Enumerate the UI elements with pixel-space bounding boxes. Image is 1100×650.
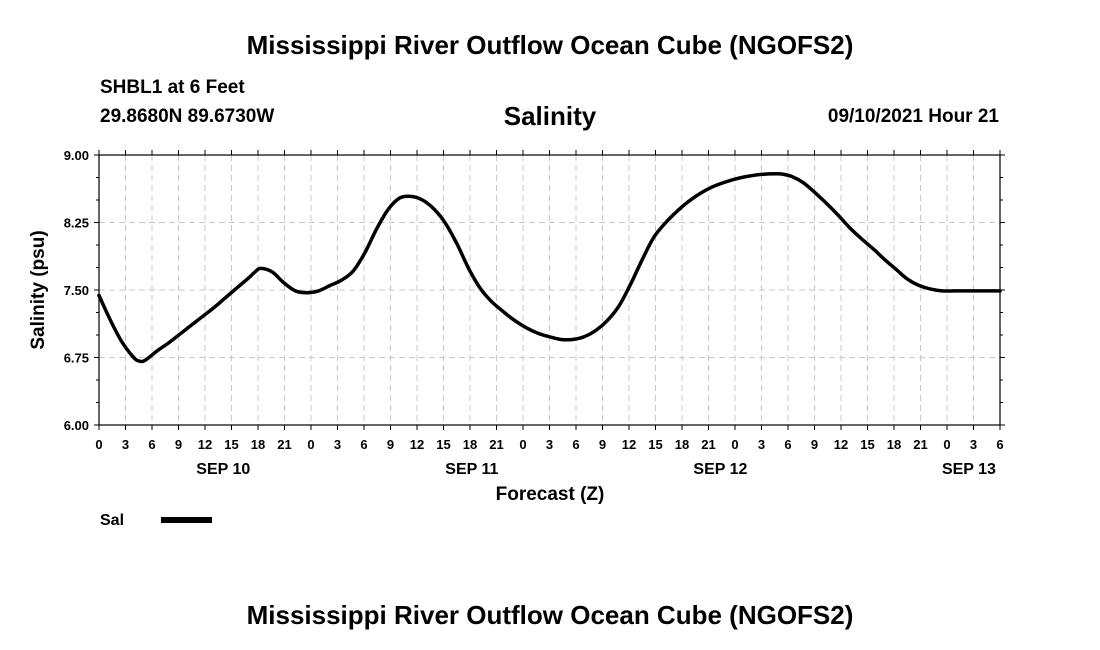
y-tick-label: 8.25: [64, 216, 89, 231]
chart-title: Mississippi River Outflow Ocean Cube (NG…: [246, 30, 854, 60]
x-tick-label: 21: [489, 437, 503, 452]
x-tick-label: 9: [387, 437, 394, 452]
legend: Sal: [100, 512, 212, 529]
x-axis-tick-labels: 0 3 6 9 12 15 18 21 0 3 6 9 12 15 18 21 0 3 6 9 12 15 18 21 0 3 6 9…: [95, 437, 1003, 452]
coordinates-label: 29.8680N 89.6730W: [100, 106, 275, 127]
date-label: SEP 10: [196, 461, 250, 478]
x-tick-label: 15: [436, 437, 450, 452]
x-tick-label: 0: [519, 437, 526, 452]
x-tick-label: 3: [546, 437, 553, 452]
x-tick-label: 9: [599, 437, 606, 452]
y-axis-label: Salinity (psu): [28, 230, 49, 349]
y-axis-tick-labels: 9.00 8.25 7.50 6.75 6.00: [64, 148, 89, 433]
y-tick-label: 6.00: [64, 418, 89, 433]
date-label: SEP 12: [693, 461, 747, 478]
forecast-datetime: 09/10/2021 Hour 21: [827, 106, 999, 127]
x-tick-label: 6: [148, 437, 155, 452]
x-tick-label: 12: [834, 437, 848, 452]
x-tick-label: 15: [860, 437, 874, 452]
x-tick-label: 3: [334, 437, 341, 452]
date-label: SEP 13: [942, 461, 996, 478]
x-tick-label: 6: [360, 437, 367, 452]
x-tick-label: 18: [251, 437, 265, 452]
x-tick-label: 15: [224, 437, 238, 452]
date-label: SEP 11: [445, 461, 498, 478]
x-tick-label: 18: [675, 437, 689, 452]
axis-ticks: [94, 150, 1005, 430]
y-tick-label: 6.75: [64, 351, 89, 366]
series-layer: [97, 171, 1002, 364]
chart-grid: [99, 155, 1000, 425]
x-tick-label: 0: [307, 437, 314, 452]
x-tick-label: 18: [463, 437, 477, 452]
station-label: SHBL1 at 6 Feet: [100, 77, 245, 98]
x-tick-label: 0: [731, 437, 738, 452]
x-tick-label: 3: [122, 437, 129, 452]
footer-title: Mississippi River Outflow Ocean Cube (NG…: [246, 600, 854, 630]
x-tick-label: 21: [913, 437, 927, 452]
x-tick-label: 6: [784, 437, 791, 452]
x-tick-label: 3: [758, 437, 765, 452]
x-axis-date-labels: SEP 10 SEP 11 SEP 12 SEP 13: [196, 461, 996, 478]
y-tick-label: 7.50: [64, 283, 89, 298]
series-line-sal: [97, 171, 1002, 364]
x-tick-label: 21: [277, 437, 291, 452]
x-tick-label: 0: [95, 437, 102, 452]
x-tick-label: 9: [175, 437, 182, 452]
x-axis-label: Forecast (Z): [496, 484, 605, 505]
x-tick-label: 12: [622, 437, 636, 452]
x-tick-label: 21: [701, 437, 715, 452]
variable-title: Salinity: [503, 101, 597, 131]
x-tick-label: 15: [648, 437, 662, 452]
x-tick-label: 9: [811, 437, 818, 452]
x-tick-label: 12: [198, 437, 212, 452]
x-tick-label: 12: [410, 437, 424, 452]
y-tick-label: 9.00: [64, 148, 89, 163]
x-tick-label: 0: [943, 437, 950, 452]
x-tick-label: 6: [572, 437, 579, 452]
x-tick-label: 3: [970, 437, 977, 452]
legend-label: Sal: [100, 512, 124, 529]
x-tick-label: 18: [887, 437, 901, 452]
x-tick-label: 6: [996, 437, 1003, 452]
